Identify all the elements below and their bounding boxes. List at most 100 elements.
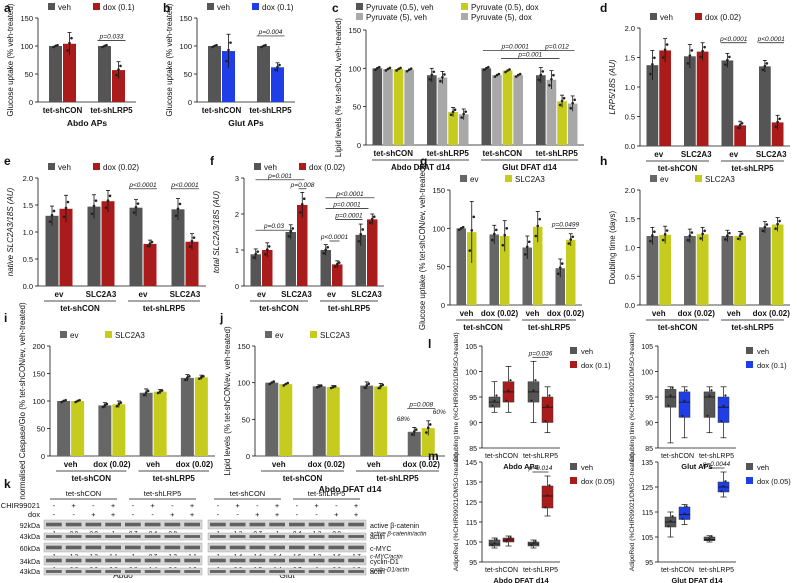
data-point	[104, 206, 108, 209]
data-point	[710, 389, 713, 392]
bar	[360, 385, 374, 456]
panel-l1: l 85 90 95 100 105 Doubling time (%CHIR99021/D…	[428, 332, 611, 471]
panel-d: d 0.0 0.5 1.0 1.5 2.0 LRP5/18S (AU) veh dox (0.0…	[600, 1, 790, 173]
panel-k: ktet-shCONtet-shLRP5-+-+-+-+--++--++Abdo…	[1, 477, 427, 580]
legend-label: ev	[275, 331, 283, 340]
data-point	[202, 374, 205, 378]
data-point	[115, 73, 118, 77]
data-point	[160, 389, 164, 392]
legend-label: veh	[757, 347, 769, 356]
band	[249, 545, 266, 550]
bar	[502, 70, 513, 145]
group-label: dox (0.02)	[481, 309, 519, 318]
data-point	[708, 537, 711, 540]
data-point	[397, 67, 400, 71]
supergroup-label: tet-shCON	[71, 474, 111, 483]
y-tick-label: 0.0	[625, 142, 635, 151]
p-value-label: p=0.03	[263, 223, 284, 230]
data-point	[667, 525, 670, 528]
y-tick-label: 50	[353, 103, 361, 112]
data-point	[506, 69, 509, 72]
bar	[372, 68, 383, 145]
y-tick-label: 50	[25, 70, 33, 79]
data-point	[774, 227, 777, 230]
data-point	[706, 414, 709, 417]
bar	[546, 79, 557, 145]
data-point	[461, 225, 465, 229]
group-label: tet-shLRP5	[90, 106, 133, 115]
y-tick-label: 1.5	[625, 54, 635, 63]
group-label: tet-shLRP5	[699, 567, 734, 574]
data-point	[70, 36, 73, 40]
y-tick-label: 200	[32, 342, 45, 351]
legend-swatch	[310, 331, 317, 338]
blot-strip	[207, 567, 367, 576]
data-point	[377, 386, 381, 390]
data-point	[492, 232, 496, 236]
data-point	[778, 219, 781, 223]
group-label: veh	[526, 309, 540, 318]
ratio-name-label: active β-catenin/actin	[370, 532, 427, 538]
bar	[185, 241, 199, 286]
band	[348, 545, 364, 550]
bar	[180, 377, 194, 456]
band-name-label: c-MYC	[370, 546, 391, 553]
band	[269, 522, 285, 527]
panel-title: Glut APs	[681, 462, 712, 471]
bar	[734, 125, 746, 146]
data-point	[428, 78, 432, 81]
p-value-label: p=0.001	[267, 173, 292, 180]
legend-label: dox (0.02)	[705, 13, 741, 22]
data-point	[370, 217, 374, 221]
legend-label: Pyruvate (0.5), dox	[471, 3, 539, 12]
data-point	[52, 209, 56, 213]
bar	[481, 68, 492, 145]
data-point	[661, 56, 665, 59]
bar	[771, 122, 784, 146]
bar	[222, 51, 235, 102]
y-tick-label: 100	[237, 379, 250, 388]
band	[289, 558, 305, 563]
data-point	[317, 384, 321, 388]
data-point	[451, 110, 455, 114]
band	[125, 535, 141, 538]
group-label: veh	[727, 309, 741, 318]
band	[308, 522, 325, 527]
band	[289, 522, 305, 527]
legend-label: dox (0.1)	[103, 3, 135, 12]
data-point	[495, 394, 498, 397]
bar	[326, 387, 340, 456]
data-point	[302, 197, 306, 200]
group-header-label: tet-shCON	[230, 489, 265, 498]
data-point	[530, 399, 533, 402]
legend-label: dox (0.1)	[581, 361, 611, 370]
data-point	[103, 44, 106, 48]
bar	[143, 243, 157, 286]
dox-sign: +	[190, 510, 195, 519]
band	[289, 545, 305, 550]
panel-label: e	[4, 154, 11, 168]
data-point	[106, 199, 110, 202]
bar	[257, 46, 270, 102]
data-point	[76, 399, 79, 403]
panel-label: a	[4, 1, 11, 15]
data-point	[487, 65, 490, 69]
band	[46, 545, 62, 550]
y-axis-label: Doubling time (%CHIR99021/DMSO-treated)	[453, 332, 460, 461]
data-point	[92, 204, 96, 208]
y-tick-label: 0	[357, 141, 361, 150]
data-point	[706, 538, 709, 542]
data-point	[412, 430, 416, 433]
data-point	[558, 103, 562, 107]
band	[348, 570, 364, 573]
supergroup-label: tet-shCON	[658, 323, 698, 332]
supergroup-label: tet-shLRP5	[376, 474, 419, 483]
p-value-label: p<0.0001	[757, 36, 786, 43]
data-point	[326, 246, 330, 249]
band	[184, 570, 200, 573]
p-value-label: p=0.008	[408, 401, 433, 408]
data-point	[491, 404, 494, 407]
data-point	[485, 66, 488, 70]
data-point	[395, 69, 398, 72]
data-point	[443, 73, 446, 76]
